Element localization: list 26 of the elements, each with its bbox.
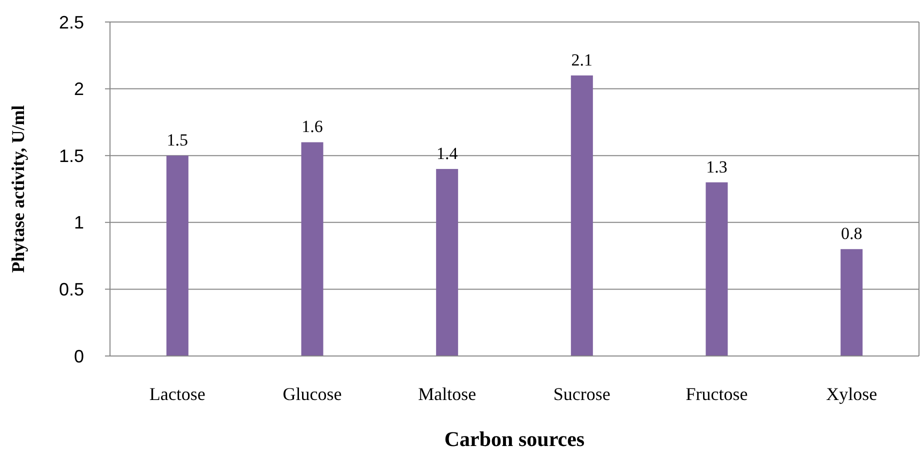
- bar: [570, 75, 593, 356]
- data-label: 1.5: [166, 130, 188, 150]
- y-axis-title: Phytase activity, U/ml: [8, 105, 28, 273]
- bar: [301, 142, 324, 356]
- data-label: 0.8: [840, 224, 862, 244]
- y-tick-label: 0.5: [58, 280, 84, 300]
- x-tick-label: Maltose: [418, 384, 476, 404]
- bar: [436, 168, 458, 356]
- data-label: 1.3: [706, 157, 728, 176]
- bar: [706, 182, 728, 356]
- bar: [166, 156, 188, 356]
- x-tick-label: Lactose: [149, 384, 206, 404]
- data-label: 1.6: [302, 117, 323, 136]
- x-tick-label: Sucrose: [553, 384, 610, 404]
- y-tick-label: 2.5: [58, 12, 84, 32]
- x-tick-label: Fructose: [686, 384, 748, 404]
- y-tick-label: 1: [74, 212, 84, 233]
- y-tick-label: 0: [74, 346, 84, 366]
- bar: [840, 249, 863, 356]
- x-tick-label: Xylose: [826, 384, 878, 404]
- x-axis-title: Carbon sources: [444, 427, 585, 451]
- data-label: 1.4: [436, 144, 458, 163]
- y-tick-label: 2: [74, 79, 84, 100]
- y-tick-label: 1.5: [58, 146, 84, 166]
- data-label: 2.1: [571, 50, 593, 70]
- x-tick-label: Glucose: [282, 384, 342, 404]
